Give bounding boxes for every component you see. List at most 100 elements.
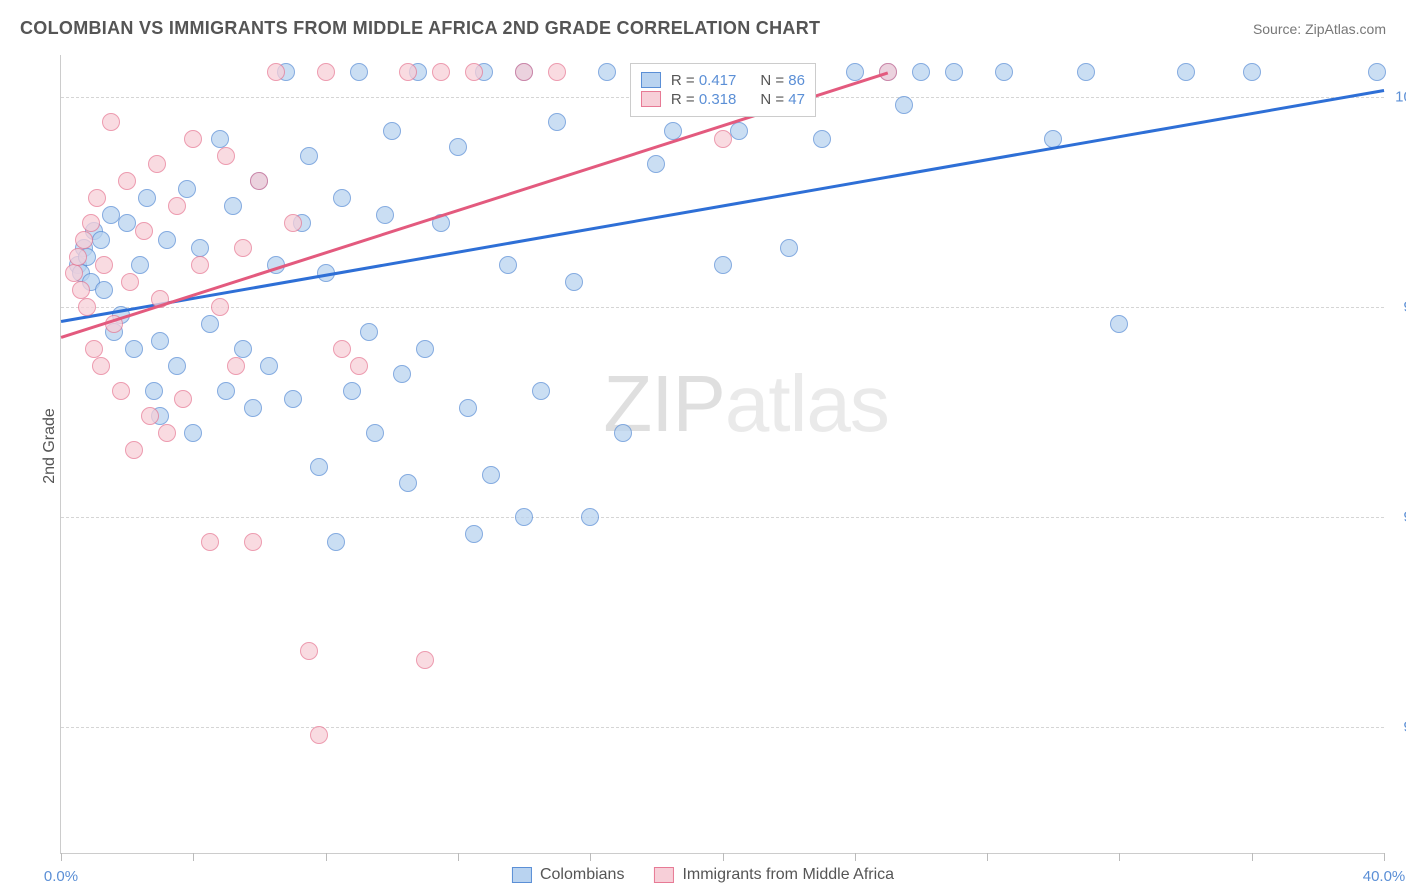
data-point (300, 147, 318, 165)
data-point (227, 357, 245, 375)
data-point (125, 340, 143, 358)
data-point (284, 390, 302, 408)
data-point (131, 256, 149, 274)
gridline-h (61, 307, 1384, 308)
data-point (499, 256, 517, 274)
data-point (118, 214, 136, 232)
data-point (201, 533, 219, 551)
x-tick (193, 853, 194, 861)
data-point (1177, 63, 1195, 81)
data-point (581, 508, 599, 526)
data-point (217, 382, 235, 400)
x-tick (1119, 853, 1120, 861)
x-tick (61, 853, 62, 861)
data-point (267, 63, 285, 81)
chart-source: Source: ZipAtlas.com (1253, 21, 1386, 37)
data-point (459, 399, 477, 417)
data-point (85, 340, 103, 358)
y-axis-label: 2nd Grade (41, 408, 59, 484)
data-point (432, 63, 450, 81)
data-point (145, 382, 163, 400)
data-point (211, 298, 229, 316)
x-tick (590, 853, 591, 861)
data-point (598, 63, 616, 81)
data-point (234, 239, 252, 257)
data-point (360, 323, 378, 341)
data-point (174, 390, 192, 408)
data-point (217, 147, 235, 165)
data-point (515, 508, 533, 526)
data-point (75, 231, 93, 249)
x-tick (326, 853, 327, 861)
data-point (201, 315, 219, 333)
data-point (178, 180, 196, 198)
data-point (135, 222, 153, 240)
data-point (92, 357, 110, 375)
data-point (82, 214, 100, 232)
data-point (995, 63, 1013, 81)
x-tick (723, 853, 724, 861)
data-point (92, 231, 110, 249)
data-point (399, 474, 417, 492)
legend-bottom: Colombians Immigrants from Middle Africa (512, 866, 894, 884)
data-point (532, 382, 550, 400)
data-point (244, 533, 262, 551)
data-point (376, 206, 394, 224)
data-point (366, 424, 384, 442)
x-tick (458, 853, 459, 861)
data-point (912, 63, 930, 81)
legend-item: Immigrants from Middle Africa (654, 866, 894, 884)
data-point (191, 256, 209, 274)
data-point (565, 273, 583, 291)
data-point (465, 63, 483, 81)
data-point (151, 332, 169, 350)
data-point (234, 340, 252, 358)
data-point (1368, 63, 1386, 81)
data-point (121, 273, 139, 291)
data-point (300, 642, 318, 660)
data-point (714, 130, 732, 148)
data-point (333, 340, 351, 358)
data-point (244, 399, 262, 417)
data-point (1243, 63, 1261, 81)
watermark: ZIPatlas (603, 358, 888, 450)
legend-correlation: R = 0.417N = 86R = 0.318N = 47 (630, 63, 816, 117)
data-point (65, 264, 83, 282)
data-point (69, 248, 87, 266)
data-point (102, 206, 120, 224)
data-point (184, 424, 202, 442)
chart-title: COLOMBIAN VS IMMIGRANTS FROM MIDDLE AFRI… (20, 18, 820, 39)
data-point (846, 63, 864, 81)
data-point (211, 130, 229, 148)
x-tick (987, 853, 988, 861)
data-point (95, 256, 113, 274)
data-point (112, 382, 130, 400)
data-point (393, 365, 411, 383)
data-point (310, 458, 328, 476)
data-point (158, 424, 176, 442)
data-point (416, 340, 434, 358)
data-point (813, 130, 831, 148)
data-point (548, 63, 566, 81)
data-point (1077, 63, 1095, 81)
data-point (780, 239, 798, 257)
data-point (88, 189, 106, 207)
data-point (138, 189, 156, 207)
x-tick (1252, 853, 1253, 861)
gridline-h (61, 517, 1384, 518)
data-point (465, 525, 483, 543)
data-point (72, 281, 90, 299)
x-tick-label: 40.0% (1363, 868, 1406, 885)
data-point (614, 424, 632, 442)
data-point (548, 113, 566, 131)
data-point (158, 231, 176, 249)
data-point (327, 533, 345, 551)
data-point (317, 63, 335, 81)
data-point (515, 63, 533, 81)
data-point (350, 63, 368, 81)
data-point (399, 63, 417, 81)
data-point (416, 651, 434, 669)
data-point (383, 122, 401, 140)
data-point (482, 466, 500, 484)
legend-item: Colombians (512, 866, 624, 884)
